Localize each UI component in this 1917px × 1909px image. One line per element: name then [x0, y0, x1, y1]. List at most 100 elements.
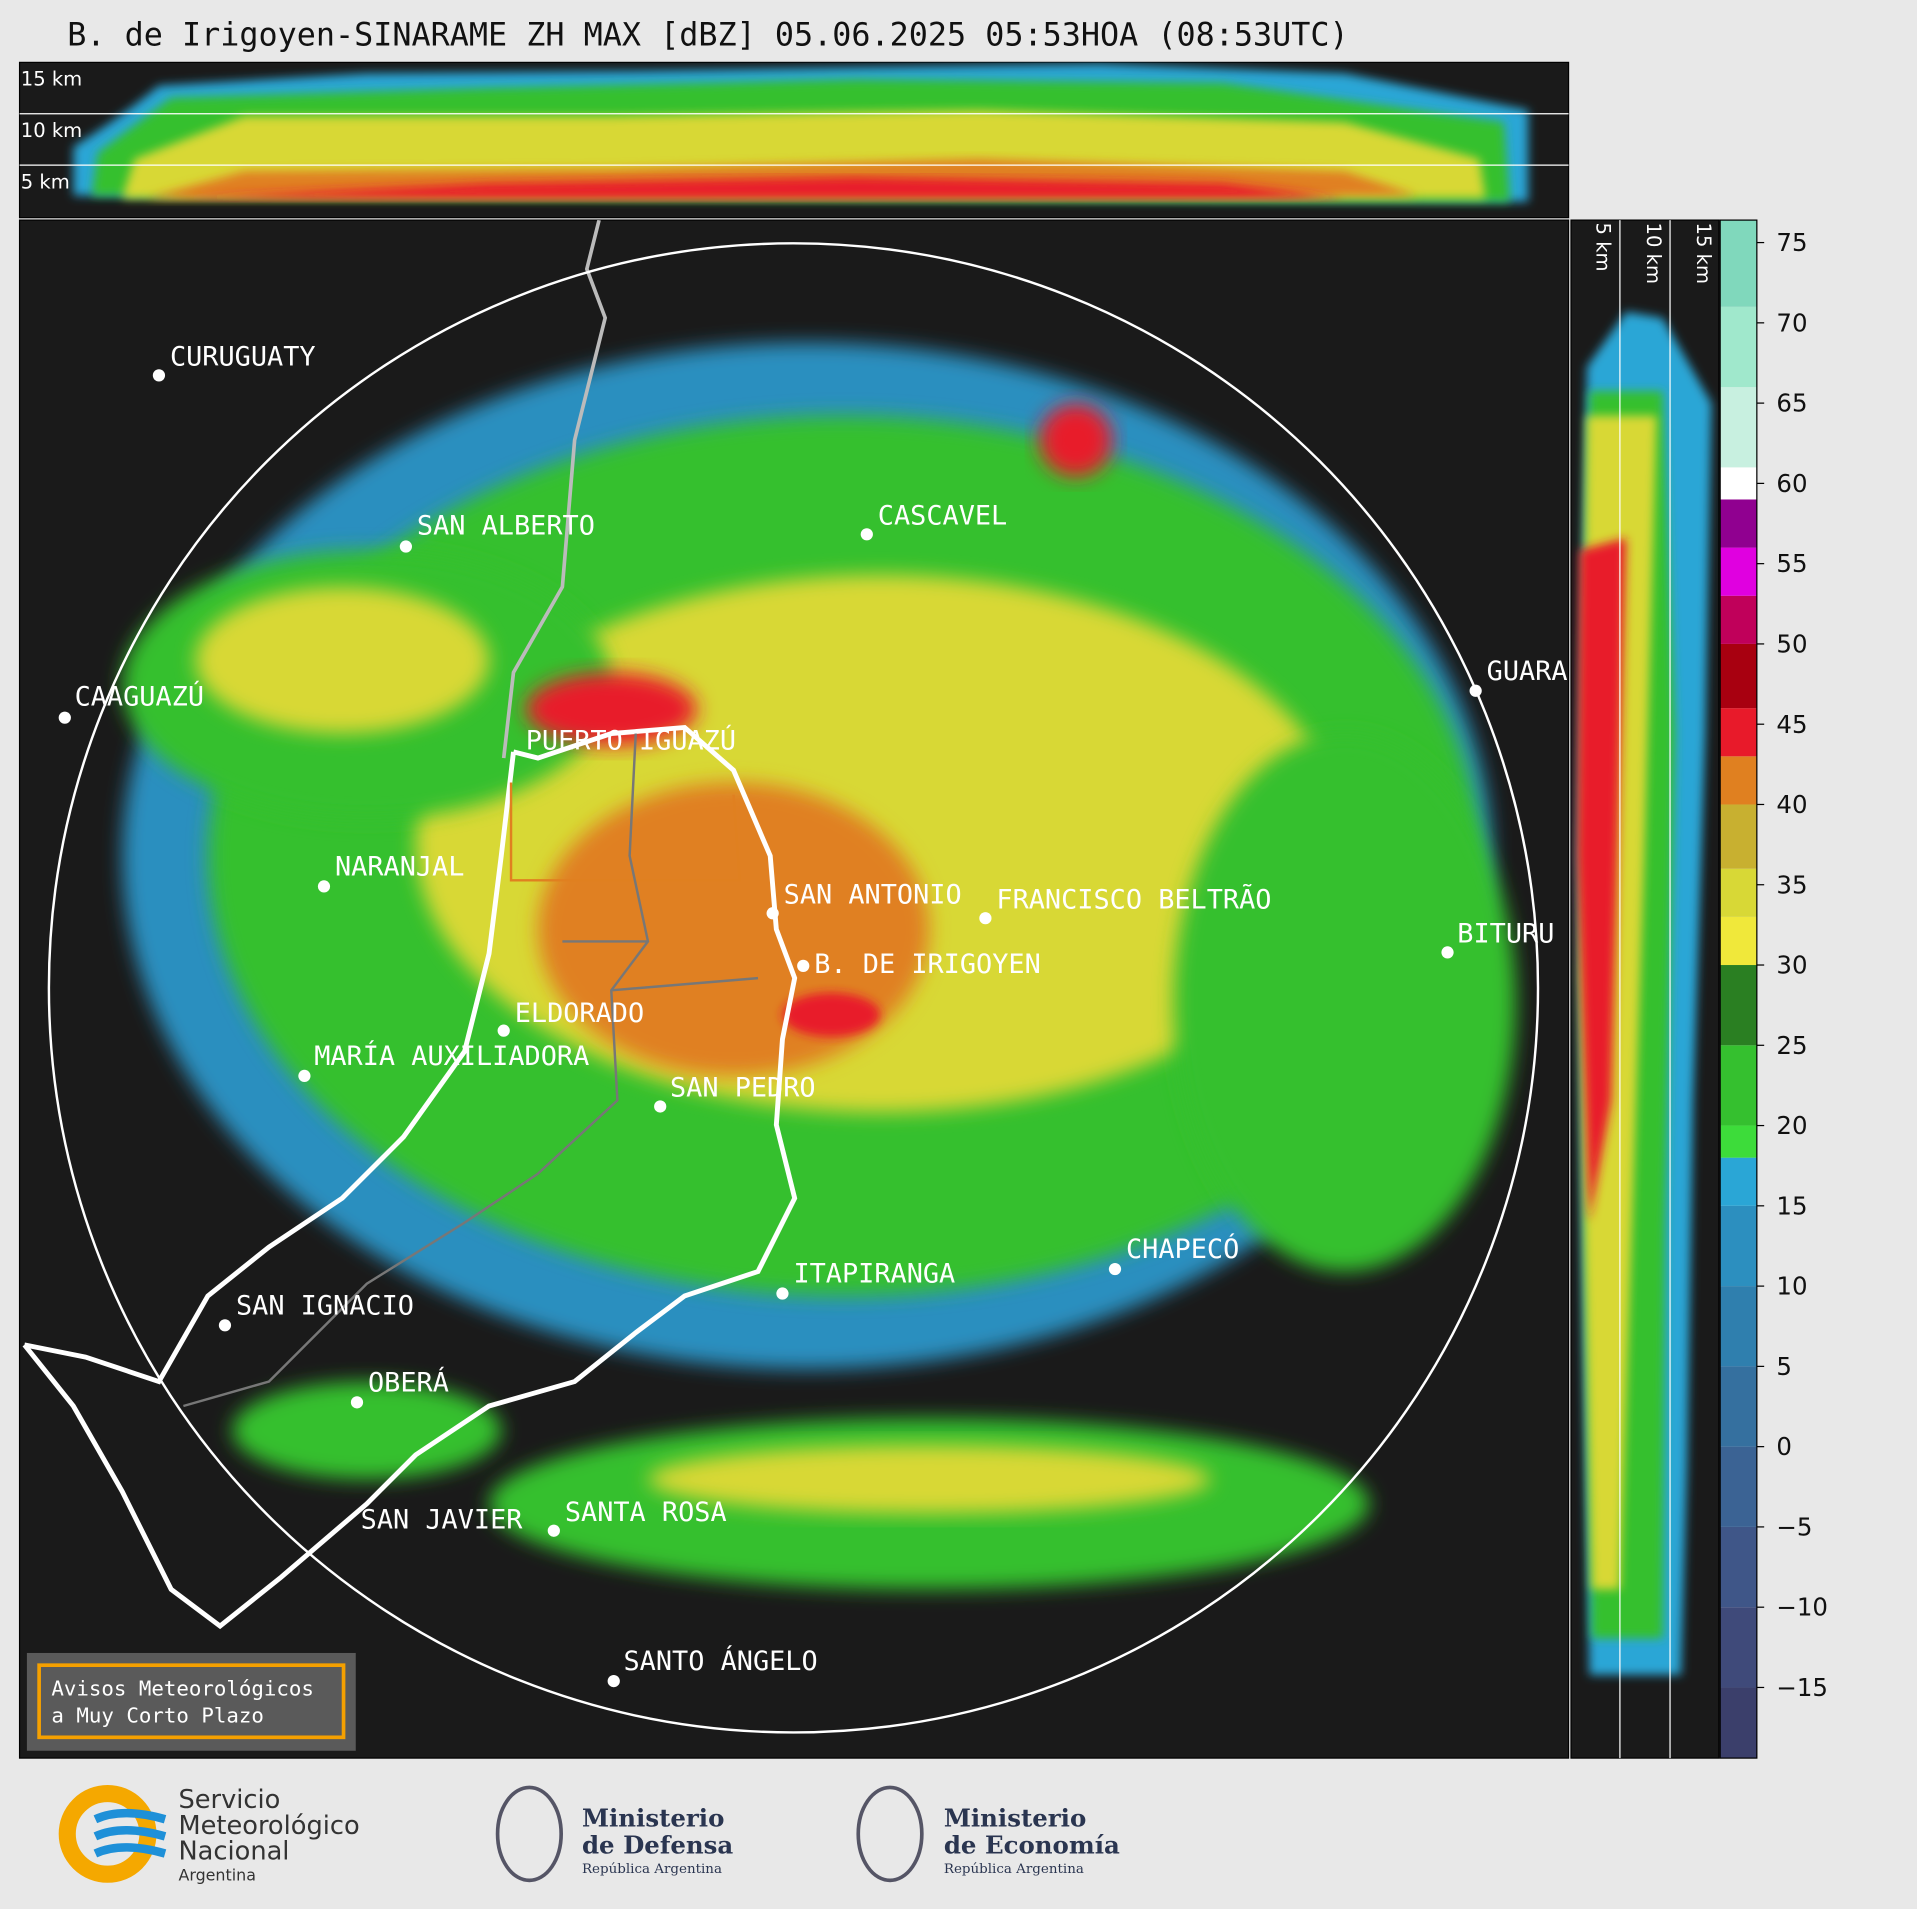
colorbar-band [1720, 220, 1757, 307]
city-dot [860, 528, 873, 541]
colorbar-tick-label: 45 [1776, 710, 1807, 739]
top-echo [73, 63, 1529, 202]
city-dot [58, 711, 71, 724]
colorbar-band [1720, 595, 1757, 644]
city-label: CAAGUAZÚ [75, 680, 204, 712]
logo-text: de Defensa [582, 1830, 733, 1859]
colorbar-tick-label: −10 [1776, 1593, 1828, 1622]
logo-emblem [856, 1785, 924, 1883]
height-label: 10 km [1642, 223, 1665, 284]
notice-text: Avisos Meteorológicos [51, 1677, 314, 1701]
radar-echo [22, 220, 1516, 1630]
colorbar-band [1720, 1157, 1757, 1206]
colorbar-frame [1719, 219, 1758, 1759]
city-layer: CURUGUATY SAN ALBERTO CASCAVEL GUARA CAAGUAZ… [58, 342, 1568, 1688]
city-label: CHAPECÓ [1126, 1233, 1239, 1265]
colorbar-tick-label: 70 [1776, 308, 1807, 337]
city-label: ELDORADO [515, 998, 644, 1029]
city-dot [607, 1674, 620, 1688]
logo-text: Servicio [178, 1785, 280, 1815]
logo-text: República Argentina [944, 1862, 1084, 1877]
city-label: SAN JAVIER [361, 1504, 524, 1535]
colorbar-tick-label: 10 [1776, 1272, 1807, 1301]
side-echo [1577, 311, 1712, 1675]
logo-text: Meteorológico [178, 1811, 359, 1841]
colorbar-tick-label: −5 [1776, 1512, 1812, 1541]
colorbar-tick-label: 5 [1776, 1352, 1792, 1381]
height-label: 10 km [21, 119, 82, 142]
colorbar-tick-label: 0 [1776, 1432, 1792, 1461]
colorbar-band [1720, 387, 1757, 468]
city-dot [152, 369, 166, 382]
height-label: 5 km [1592, 223, 1615, 272]
colorbar-tick-label: 55 [1776, 549, 1807, 578]
city-dot [654, 1100, 667, 1113]
notice-box [26, 1652, 356, 1751]
city-dot [298, 1069, 311, 1083]
logo-emblem [495, 1785, 563, 1883]
colorbar-band [1720, 1687, 1757, 1759]
city-dot [797, 959, 810, 972]
city-dot [350, 1396, 364, 1409]
logo-text: Ministerio [944, 1804, 1086, 1833]
city-label: SANTA ROSA [565, 1497, 727, 1528]
colorbar-band [1720, 1205, 1757, 1287]
colorbar-band [1720, 756, 1757, 805]
city-dot [766, 907, 779, 920]
colorbar-tick-label: 35 [1776, 870, 1807, 899]
city-label: CASCAVEL [878, 501, 1007, 532]
colorbar-tick-label: 40 [1776, 790, 1807, 819]
colorbar-band [1720, 467, 1757, 500]
city-label: SAN ANTONIO [784, 880, 962, 911]
city-label: MARÍA AUXILIADORA [314, 1040, 589, 1072]
city-dot [776, 1287, 789, 1300]
colorbar-band [1720, 868, 1757, 917]
colorbar-tick-label: 25 [1776, 1031, 1807, 1060]
height-label: 15 km [21, 68, 82, 91]
colorbar-band [1720, 965, 1757, 1046]
colorbar-band [1720, 306, 1757, 388]
colorbar-tick-label: 60 [1776, 469, 1807, 498]
colorbar-band [1720, 1286, 1757, 1367]
colorbar-band [1720, 499, 1757, 548]
colorbar-band [1720, 1607, 1757, 1688]
city-label: NARANJAL [335, 851, 464, 882]
colorbar-tick-label: 20 [1776, 1111, 1807, 1140]
logo-waves [93, 1808, 167, 1858]
city-dot [1469, 684, 1482, 697]
colorbar-band [1720, 804, 1757, 869]
city-dot [1441, 946, 1454, 959]
economia-logo: Ministerio de Economía República Argenti… [856, 1785, 1120, 1883]
colorbar-band [1720, 1446, 1757, 1527]
colorbar-band [1720, 1045, 1757, 1126]
logo-text: República Argentina [582, 1862, 722, 1877]
city-label: SANTO ÁNGELO [624, 1645, 818, 1677]
city-label: PUERTO IGUAZÚ [526, 724, 736, 756]
colorbar-tick-label: 30 [1776, 951, 1807, 980]
colorbar-tick-label: −15 [1776, 1673, 1828, 1702]
colorbar-band [1720, 547, 1757, 596]
defensa-logo: Ministerio de Defensa República Argentin… [495, 1785, 733, 1883]
height-label: 15 km [1692, 223, 1715, 284]
colorbar-band [1720, 708, 1757, 757]
city-dot [1108, 1262, 1122, 1276]
city-label: B. DE IRIGOYEN [814, 949, 1041, 980]
city-dot [547, 1524, 560, 1537]
colorbar-band [1720, 643, 1757, 709]
city-dot [317, 880, 331, 893]
colorbar-band [1720, 1366, 1757, 1447]
notice-text: a Muy Corto Plazo [51, 1704, 264, 1728]
city-label: GUARA [1487, 656, 1568, 687]
city-dot [979, 912, 992, 925]
city-label: SAN IGNACIO [236, 1290, 414, 1321]
colorbar-band [1720, 1526, 1757, 1608]
city-label: BITURU [1457, 919, 1554, 950]
smn-logo: Servicio Meteorológico Nacional Argentin… [58, 1784, 360, 1884]
logo-text: Ministerio [582, 1804, 724, 1833]
city-label: CURUGUATY [170, 342, 316, 373]
notice-border [37, 1663, 346, 1740]
logo-text: de Economía [944, 1830, 1120, 1859]
